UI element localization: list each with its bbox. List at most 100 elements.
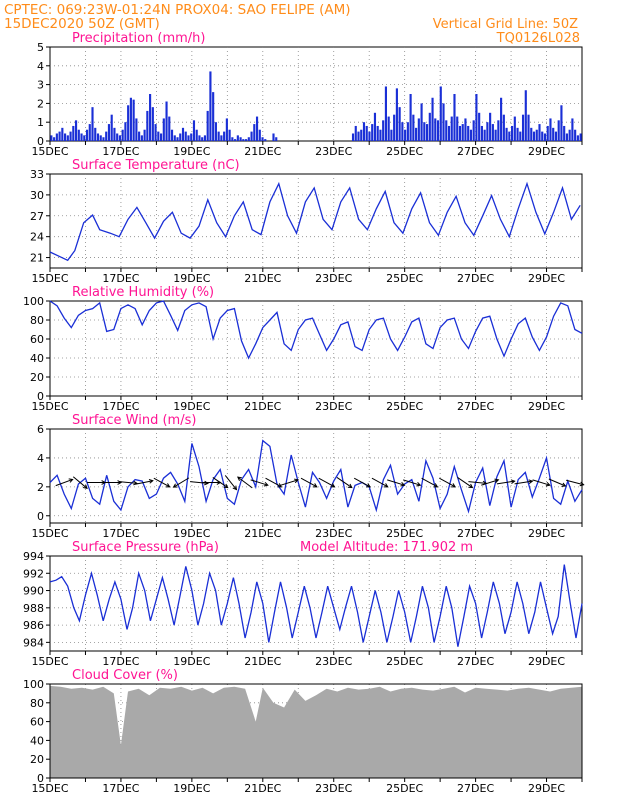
wind-ytick-label: 0 <box>37 510 44 523</box>
precip-bar <box>535 129 538 141</box>
humidity-ytick-label: 20 <box>30 371 44 384</box>
humidity-xtick-label: 19DEC <box>173 400 210 413</box>
precipitation-xtick-label: 19DEC <box>173 145 210 158</box>
precip-bar <box>181 127 185 141</box>
precip-bar <box>354 125 357 141</box>
wind-arrow <box>371 477 389 488</box>
precip-bar <box>387 116 390 141</box>
cloud-cover-xtick-label: 21DEC <box>244 782 281 795</box>
precip-bar <box>83 135 86 141</box>
precip-bar <box>159 133 163 141</box>
temperature-ytick-label: 24 <box>30 231 44 244</box>
precip-bar <box>494 129 497 141</box>
precipitation-ytick-label: 4 <box>37 60 44 73</box>
precip-bar <box>203 135 207 141</box>
precip-bar <box>255 116 259 141</box>
precip-bar <box>113 127 116 141</box>
precip-bar <box>261 137 264 141</box>
precip-bar <box>497 120 500 141</box>
wind-arrow <box>189 480 209 486</box>
humidity-ytick-label: 0 <box>37 390 44 403</box>
panels: 0 1 2 3 4 5 15DEC 17DEC 19DEC 21DEC 23DEC 25DEC 27DE… <box>23 31 585 795</box>
wind-arrow-head <box>416 481 422 487</box>
wind-arrow-shaft <box>153 477 170 488</box>
precipitation-ytick-label: 0 <box>37 135 44 148</box>
cloud-cover-xtick-label: 25DEC <box>386 782 423 795</box>
wind-arrow-shaft <box>318 477 335 488</box>
precip-bar <box>165 101 168 141</box>
precip-bar <box>382 120 385 141</box>
temperature-xtick-label: 19DEC <box>173 272 210 285</box>
wind-arrow <box>353 477 371 488</box>
precip-bar <box>379 129 382 141</box>
pressure-annotation: Model Altitude: 171.902 m <box>300 540 473 555</box>
precip-bar <box>107 124 111 141</box>
precip-bar <box>425 124 429 141</box>
precipitation-ytick-label: 1 <box>37 116 44 129</box>
wind-arrow <box>265 477 283 488</box>
precip-bar <box>275 137 278 141</box>
precip-bar <box>132 99 135 141</box>
temperature-panel: 21 24 27 30 33 15DEC 17DEC 19DEC 21DEC 23DEC 25DEC… <box>30 158 583 285</box>
precip-bar <box>532 131 536 141</box>
precip-bar <box>201 137 204 141</box>
wind-arrow <box>318 477 336 488</box>
cloud-cover-xtick-label: 19DEC <box>173 782 210 795</box>
precip-bar <box>371 124 374 141</box>
cloud-cover-ytick-label: 60 <box>30 716 44 729</box>
precip-bar <box>127 105 130 141</box>
precip-bar <box>412 114 415 141</box>
wind-arrow-shaft <box>353 477 371 488</box>
wind-arrow-head <box>232 485 238 491</box>
precip-bar <box>61 127 64 141</box>
precip-bar <box>69 131 72 141</box>
wind-arrow-shaft <box>481 479 499 486</box>
wind-arrow <box>496 479 516 485</box>
wind-arrow <box>439 477 457 488</box>
wind-arrow-shaft <box>237 476 253 489</box>
precip-bar <box>439 86 442 141</box>
wind-arrow-head <box>383 483 389 488</box>
precip-bar <box>80 133 83 141</box>
precip-bar <box>110 114 113 141</box>
pressure-xtick-label: 17DEC <box>102 655 139 668</box>
precip-bar <box>384 86 387 141</box>
precip-bar <box>214 122 217 141</box>
precip-bar <box>409 94 412 141</box>
precip-bar <box>360 129 363 141</box>
precip-bar <box>72 125 75 141</box>
wind-arrow-shaft <box>119 481 138 484</box>
precip-bar <box>121 129 124 141</box>
precip-bar <box>450 116 453 141</box>
precip-bar <box>458 125 462 141</box>
precip-bar <box>368 131 371 141</box>
precip-bar <box>519 131 522 141</box>
pressure-xtick-label: 15DEC <box>31 655 68 668</box>
temperature-frame <box>49 173 583 269</box>
wind-arrow-head <box>83 484 88 489</box>
humidity-ytick-label: 100 <box>23 295 44 308</box>
humidity-xtick-label: 25DEC <box>386 400 423 413</box>
precip-bar <box>401 122 404 141</box>
precip-bar <box>574 129 577 141</box>
wind-ytick-label: 2 <box>37 481 44 494</box>
precip-bar <box>135 118 138 141</box>
precip-bar <box>170 129 174 141</box>
precipitation-xtick-label: 29DEC <box>528 145 565 158</box>
temperature-title: Surface Temperature (nC) <box>72 158 240 173</box>
precip-bar <box>94 127 97 141</box>
humidity-ytick-label: 80 <box>30 314 44 327</box>
precip-bar <box>395 88 398 141</box>
wind-arrow-head <box>579 481 585 487</box>
wind-xtick-label: 21DEC <box>244 527 281 540</box>
wind-arrow <box>457 477 474 489</box>
wind-arrow-shaft <box>189 481 208 484</box>
precip-bar <box>445 120 448 141</box>
precip-bar <box>245 139 248 141</box>
precip-bar <box>179 133 182 141</box>
pressure-xtick-label: 19DEC <box>173 655 210 668</box>
precip-bar <box>102 137 105 141</box>
precip-bar <box>362 122 366 141</box>
precip-bar <box>475 94 478 141</box>
